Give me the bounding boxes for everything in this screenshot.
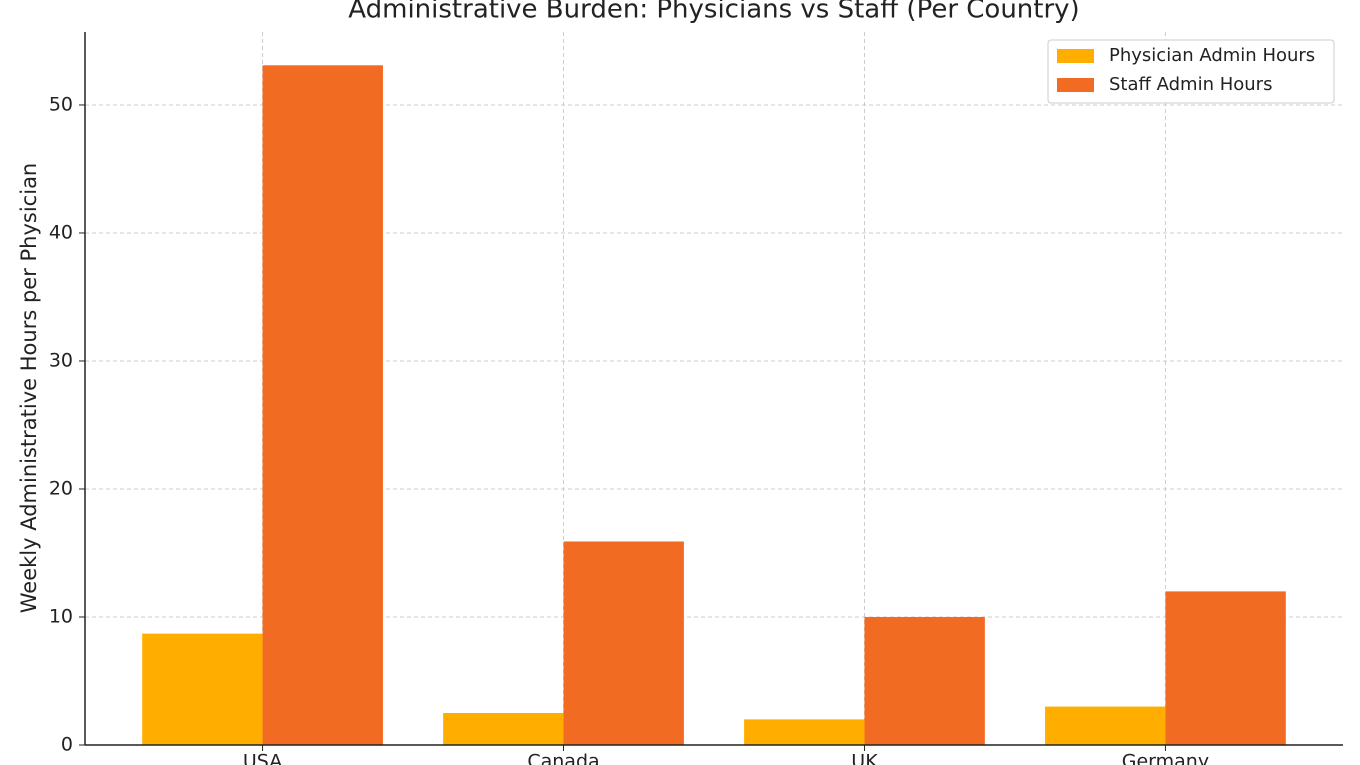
bar bbox=[262, 65, 383, 746]
legend-swatch bbox=[1057, 49, 1094, 63]
y-tick-label: 30 bbox=[49, 349, 73, 371]
legend-box bbox=[1047, 39, 1335, 104]
bar bbox=[1045, 706, 1166, 745]
bar bbox=[864, 616, 985, 745]
y-axis-label: Weekly Administrative Hours per Physicia… bbox=[17, 163, 41, 614]
y-tick-label: 20 bbox=[49, 477, 73, 499]
bar bbox=[443, 712, 564, 745]
x-tick-label: Germany bbox=[1122, 751, 1209, 765]
legend-swatch bbox=[1057, 78, 1094, 92]
legend-label: Physician Admin Hours bbox=[1109, 45, 1315, 66]
chart-title: Administrative Burden: Physicians vs Sta… bbox=[348, 0, 1079, 25]
bar bbox=[563, 541, 684, 745]
y-tick-label: 40 bbox=[49, 221, 73, 243]
x-tick-label: Canada bbox=[527, 751, 599, 765]
legend-label: Staff Admin Hours bbox=[1109, 74, 1272, 95]
y-tick-label: 50 bbox=[49, 93, 73, 115]
x-tick-label: UK bbox=[851, 751, 878, 765]
y-tick-label: 10 bbox=[49, 605, 73, 627]
bar bbox=[142, 633, 263, 745]
bar bbox=[744, 719, 865, 745]
y-tick-label: 0 bbox=[61, 734, 73, 756]
bar bbox=[1165, 591, 1286, 745]
legend: Physician Admin Hours Staff Admin Hours bbox=[1047, 39, 1335, 104]
x-tick-label: USA bbox=[243, 751, 282, 765]
